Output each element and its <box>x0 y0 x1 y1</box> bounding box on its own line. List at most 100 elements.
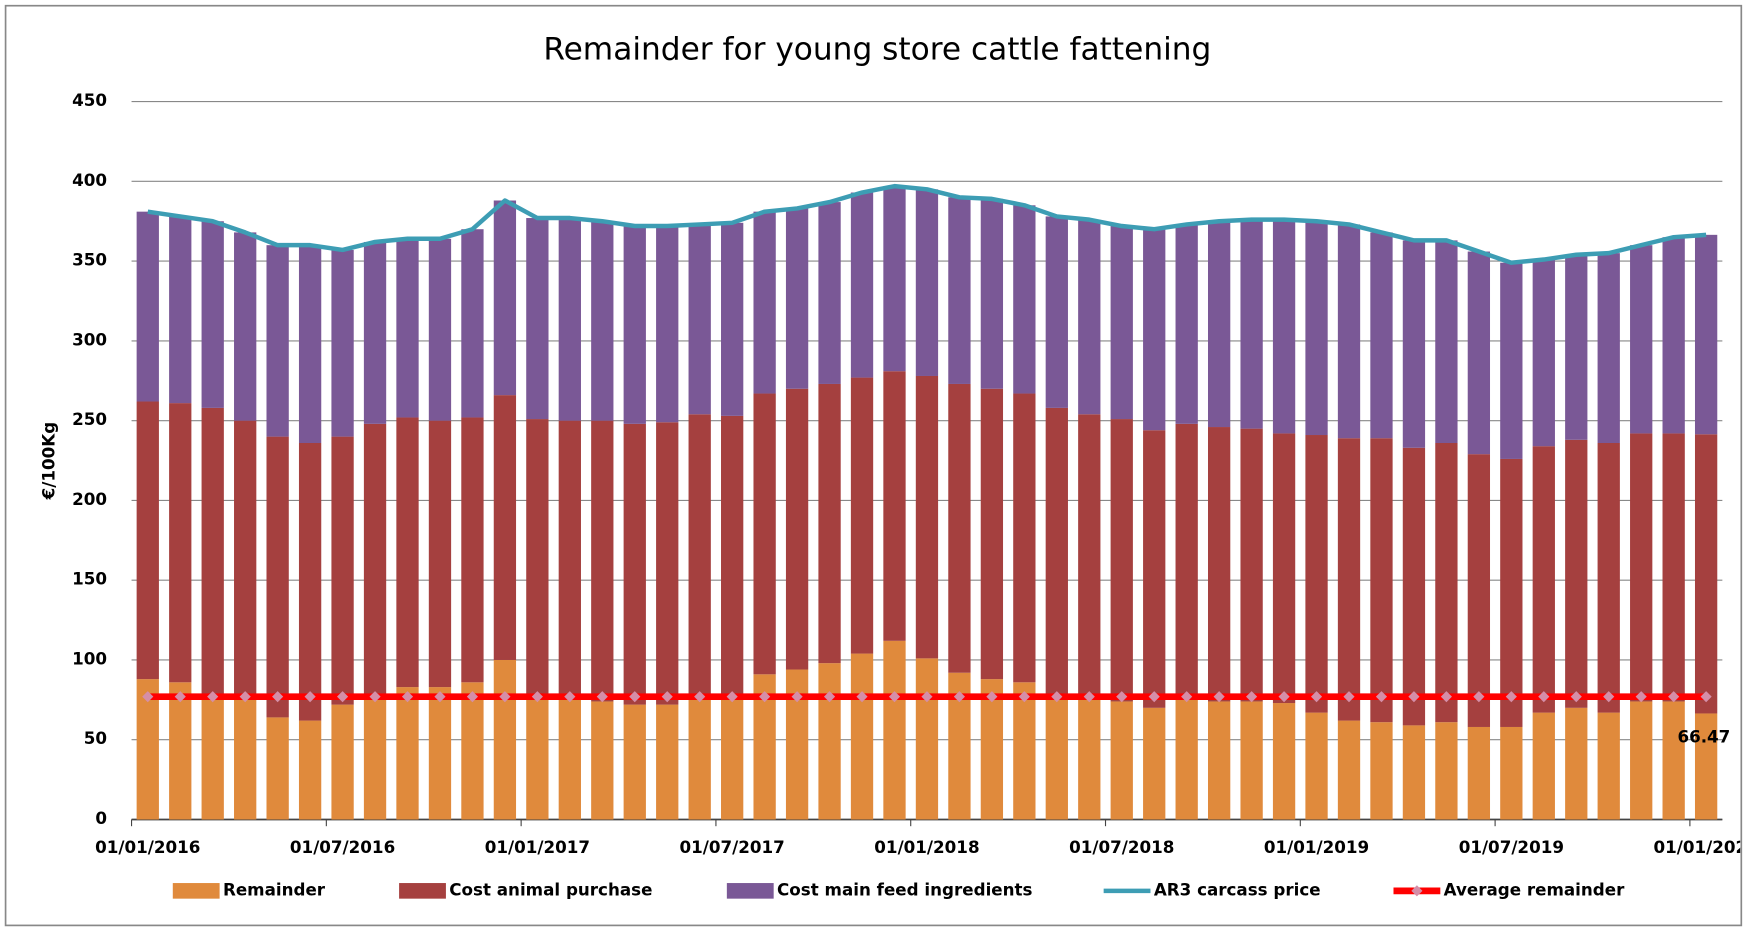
marker <box>823 691 836 703</box>
bar-segment <box>883 640 906 820</box>
bar-segment <box>1662 701 1685 820</box>
x-tick-label: 01/07/2019 <box>1459 837 1564 857</box>
bar-segment <box>785 208 809 389</box>
marker <box>1408 691 1420 703</box>
bar-segment <box>1370 232 1393 439</box>
bar-segment <box>234 232 257 421</box>
bar-segment <box>1402 240 1426 448</box>
bar-segment <box>1305 221 1328 436</box>
marker <box>1213 691 1225 703</box>
marker <box>1246 691 1258 703</box>
bar-segment <box>1467 454 1491 727</box>
marker <box>1505 691 1517 703</box>
marker <box>1148 691 1160 703</box>
marker <box>629 691 641 703</box>
bar-segment <box>1305 435 1328 713</box>
bar-segment <box>1435 240 1458 443</box>
bar-segment <box>1337 438 1361 721</box>
marker <box>661 691 673 703</box>
marker <box>726 691 738 703</box>
bar-segment <box>1110 419 1133 702</box>
bar-segment <box>656 226 679 423</box>
bar-segment <box>493 659 517 820</box>
bar-segment <box>1630 245 1653 434</box>
bar-segment <box>1175 699 1198 820</box>
bar-segment <box>234 420 257 700</box>
bar-segment <box>1694 713 1718 820</box>
bar-segment <box>396 687 419 820</box>
x-tick-label: 01/07/2018 <box>1069 837 1174 857</box>
bar-segment <box>721 222 744 416</box>
bar-segment <box>1078 414 1101 699</box>
marker <box>1570 691 1582 703</box>
marker <box>207 691 219 703</box>
legend-marker <box>1411 885 1423 897</box>
bar-segment <box>721 415 744 699</box>
bar-segment <box>1143 229 1166 431</box>
bar-segment <box>136 211 159 402</box>
bar-segment <box>1402 725 1426 820</box>
legend-label: AR3 carcass price <box>1154 879 1321 899</box>
bar-segment <box>1013 393 1036 683</box>
x-tick-label: 01/01/2016 <box>95 837 200 857</box>
marker <box>953 691 965 703</box>
y-tick-label: 350 <box>72 250 107 270</box>
bar-segment <box>753 393 776 675</box>
bar-segment <box>753 674 776 820</box>
legend-label: Cost main feed ingredients <box>777 879 1033 899</box>
marker <box>1051 691 1063 703</box>
y-tick-label: 400 <box>72 170 107 190</box>
marker <box>1635 691 1647 703</box>
x-tick-label: 01/07/2017 <box>680 837 785 857</box>
legend-label: Cost animal purchase <box>449 879 652 899</box>
marker <box>434 691 446 703</box>
bar-segment <box>688 224 711 415</box>
bar-segment <box>1305 712 1328 820</box>
marker <box>921 691 933 703</box>
marker <box>1278 691 1290 703</box>
bar-segment <box>980 679 1004 820</box>
legend-label: Average remainder <box>1444 879 1625 899</box>
bar-segment <box>721 698 744 820</box>
bar-segment <box>753 211 776 394</box>
y-tick-label: 200 <box>72 489 107 509</box>
marker <box>856 691 868 703</box>
marker <box>1083 691 1095 703</box>
marker <box>1440 691 1452 703</box>
bar-segment <box>1143 707 1166 820</box>
bar-segment <box>136 401 159 680</box>
bar-segment <box>461 417 484 683</box>
marker <box>466 691 479 703</box>
bar-segment <box>1240 701 1263 820</box>
bar-segment <box>266 436 289 718</box>
bar-segment <box>1110 226 1133 420</box>
bar-segment <box>1467 726 1491 820</box>
y-tick-label: 0 <box>95 808 107 828</box>
bar-segment <box>1013 682 1036 820</box>
bar-segment <box>883 371 906 641</box>
marker <box>1343 691 1355 703</box>
bar-segment <box>1045 698 1068 820</box>
x-tick-label: 01/07/2016 <box>290 837 395 857</box>
bar-segment <box>1500 726 1523 820</box>
bar-segment <box>298 245 322 443</box>
x-tick-label: 01/01/2018 <box>874 837 979 857</box>
bar-segment <box>980 198 1004 389</box>
chart-title: Remainder for young store cattle fatteni… <box>543 31 1211 67</box>
y-tick-label: 100 <box>72 648 107 668</box>
bar-segment <box>428 687 452 820</box>
bar-segment <box>1207 427 1231 702</box>
bar-segment <box>363 241 387 424</box>
bar-segment <box>1630 701 1653 820</box>
data-label: 66.47 <box>1677 726 1730 746</box>
marker <box>1375 691 1388 703</box>
marker <box>369 691 381 703</box>
bar-segment <box>1565 439 1588 708</box>
bar-segment <box>591 221 614 421</box>
bar-segment <box>948 383 971 673</box>
bar-segment <box>1240 428 1263 702</box>
marker <box>791 691 803 703</box>
bar-segment <box>1597 253 1620 443</box>
x-tick-label: 01/01/2019 <box>1264 837 1369 857</box>
